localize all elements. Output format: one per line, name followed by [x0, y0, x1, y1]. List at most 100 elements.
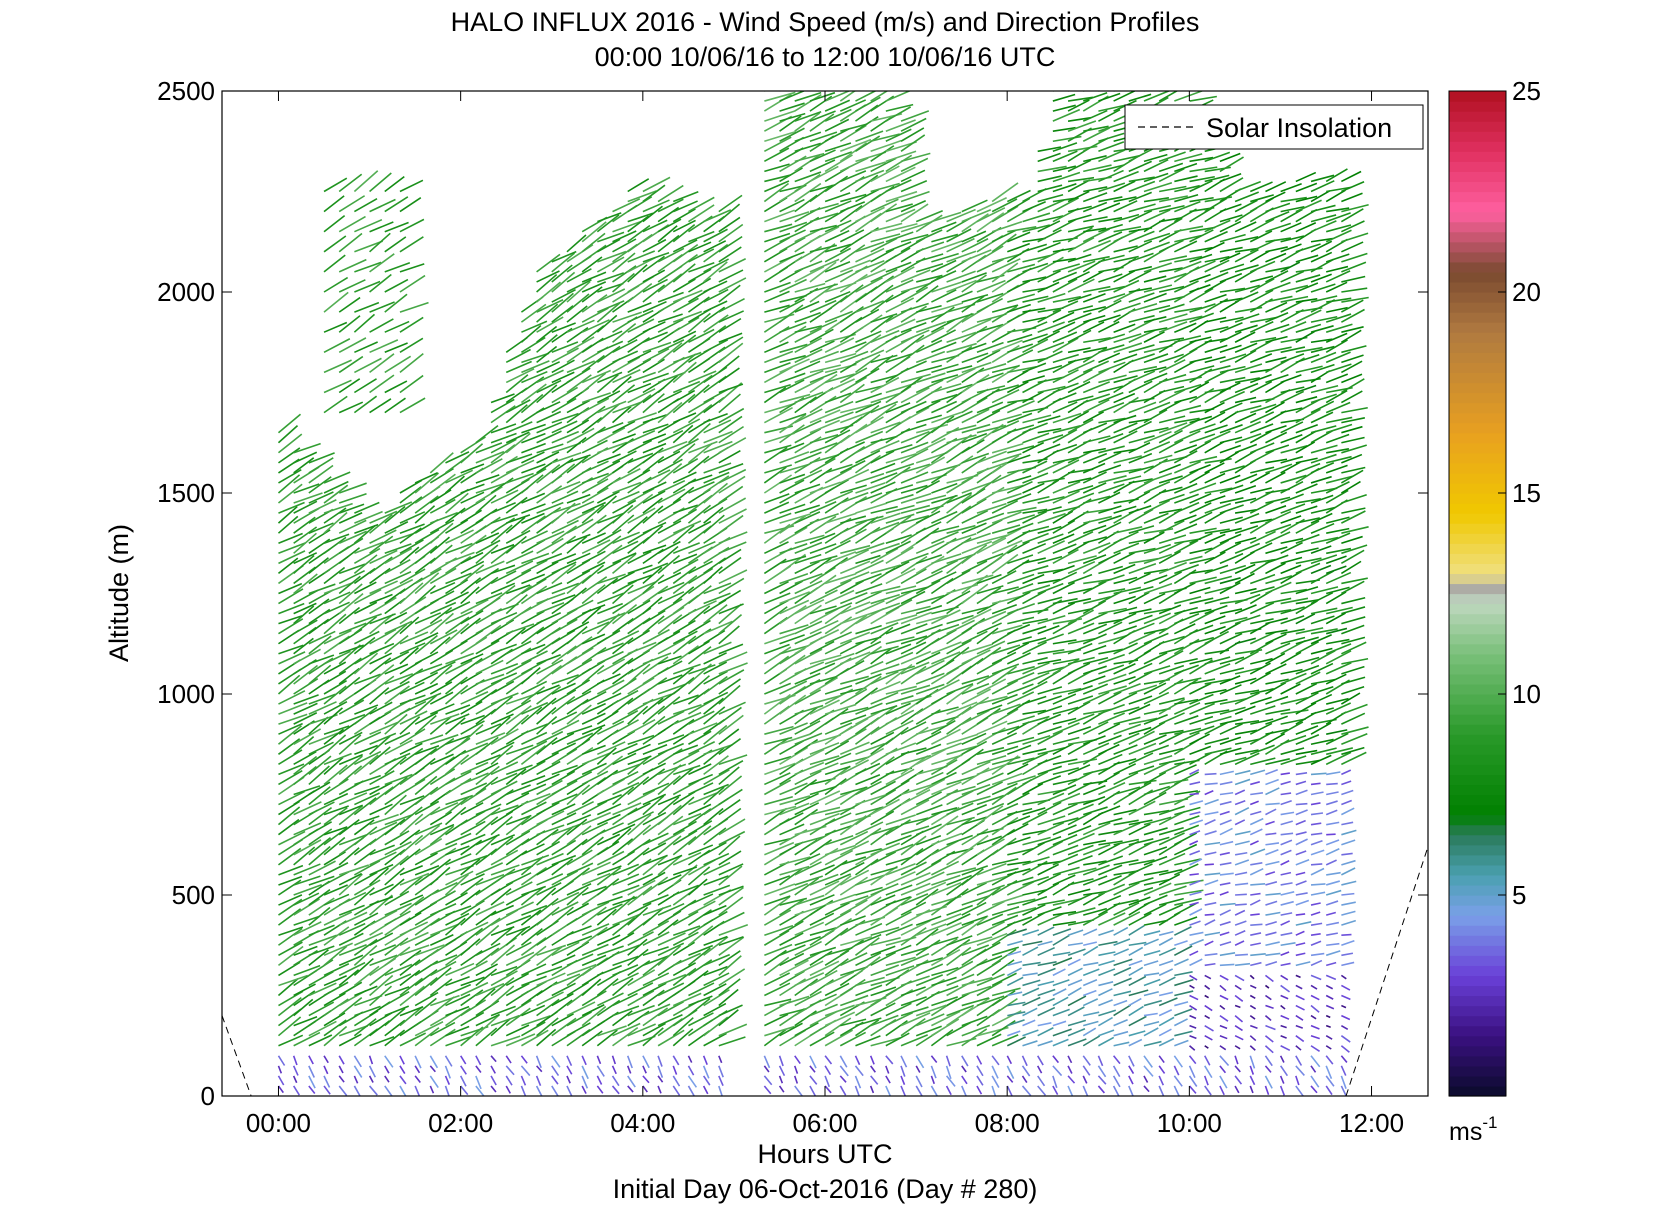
- wind-arrow: [612, 401, 642, 414]
- wind-arrow: [809, 224, 837, 233]
- wind-arrow: [809, 675, 838, 685]
- wind-arrow: [460, 598, 489, 615]
- wind-arrow: [581, 354, 605, 374]
- wind-arrow: [338, 258, 367, 273]
- wind-arrow: [384, 1005, 410, 1017]
- wind-arrow: [839, 519, 868, 534]
- wind-arrow: [293, 442, 321, 454]
- wind-arrow: [581, 397, 610, 414]
- wind-arrow: [794, 631, 822, 645]
- wind-arrow: [490, 619, 515, 635]
- wind-arrow: [779, 236, 806, 253]
- wind-arrow: [445, 652, 475, 665]
- wind-arrow: [839, 876, 868, 896]
- wind-arrow: [688, 567, 714, 585]
- wind-arrow: [581, 633, 606, 645]
- wind-arrow: [384, 818, 406, 836]
- wind-arrow: [338, 944, 367, 957]
- wind-arrow: [445, 704, 471, 715]
- wind-arrow: [384, 236, 407, 253]
- wind-arrow: [718, 548, 742, 565]
- wind-arrow: [627, 1075, 636, 1088]
- wind-arrow: [566, 647, 594, 665]
- wind-arrow: [445, 770, 472, 786]
- wind-arrow: [308, 765, 330, 786]
- wind-arrow: [794, 194, 818, 213]
- wind-arrow: [505, 647, 532, 665]
- wind-arrow: [430, 713, 460, 725]
- wind-arrow: [460, 534, 487, 554]
- wind-arrow: [551, 770, 576, 786]
- wind-arrow: [520, 667, 541, 685]
- wind-arrow: [718, 886, 744, 906]
- wind-arrow: [293, 500, 318, 514]
- wind-arrow: [475, 482, 505, 494]
- wind-arrow: [824, 605, 852, 625]
- wind-arrow: [520, 324, 542, 343]
- wind-arrow: [445, 853, 472, 866]
- wind-arrow: [597, 340, 624, 354]
- wind-arrow: [521, 578, 547, 595]
- wind-arrow: [809, 605, 837, 615]
- wind-arrow: [475, 560, 505, 575]
- wind-arrow: [840, 612, 872, 625]
- wind-arrow: [718, 603, 744, 615]
- wind-arrow: [581, 646, 607, 665]
- wind-arrow: [794, 483, 821, 494]
- wind-arrow: [445, 1035, 473, 1047]
- wind-arrow: [703, 620, 733, 635]
- wind-arrow: [445, 983, 472, 997]
- wind-arrow: [536, 421, 563, 434]
- wind-arrow: [687, 422, 711, 444]
- wind-arrow: [505, 699, 532, 715]
- wind-arrow: [369, 535, 394, 554]
- wind-arrow: [475, 639, 500, 655]
- wind-arrow: [840, 651, 871, 665]
- wind-arrow: [763, 896, 791, 916]
- wind-arrow: [277, 908, 302, 926]
- wind-arrow: [627, 564, 653, 575]
- wind-arrow: [566, 1075, 571, 1084]
- wind-arrow: [490, 544, 516, 564]
- wind-arrow: [536, 946, 563, 966]
- wind-arrow: [627, 394, 652, 414]
- wind-arrow: [323, 395, 348, 414]
- wind-arrow: [460, 560, 485, 575]
- wind-arrow: [596, 1065, 605, 1077]
- wind-arrow: [293, 712, 318, 725]
- wind-arrow: [642, 744, 668, 756]
- wind-arrow: [809, 261, 837, 283]
- wind-arrow: [353, 879, 381, 896]
- wind-arrow: [779, 733, 811, 746]
- wind-arrow: [596, 747, 617, 765]
- wind-arrow: [657, 874, 682, 886]
- wind-arrow: [809, 1065, 816, 1073]
- wind-arrow: [323, 963, 350, 977]
- wind-arrow: [490, 405, 516, 424]
- wind-arrow: [490, 444, 516, 464]
- wind-arrow: [687, 970, 709, 987]
- wind-arrow: [308, 755, 332, 776]
- wind-arrow: [764, 592, 791, 605]
- wind-arrow: [839, 899, 868, 916]
- wind-arrow: [308, 1065, 315, 1078]
- wind-arrow: [278, 468, 302, 484]
- wind-arrow: [399, 742, 423, 756]
- wind-arrow: [839, 528, 867, 544]
- wind-arrow: [718, 407, 745, 424]
- wind-arrow: [338, 355, 364, 374]
- wind-arrow: [581, 576, 608, 595]
- wind-arrow: [384, 878, 405, 896]
- wind-arrow: [414, 663, 443, 675]
- wind-arrow: [794, 325, 823, 333]
- wind-arrow: [505, 368, 535, 384]
- wind-arrow: [688, 268, 712, 283]
- wind-arrow: [505, 972, 530, 987]
- wind-arrow: [429, 473, 456, 494]
- wind-arrow: [399, 949, 422, 967]
- wind-arrow: [490, 584, 516, 605]
- wind-arrow: [657, 932, 686, 946]
- wind-arrow: [794, 935, 821, 947]
- wind-arrow: [642, 972, 670, 987]
- wind-arrow: [430, 511, 459, 524]
